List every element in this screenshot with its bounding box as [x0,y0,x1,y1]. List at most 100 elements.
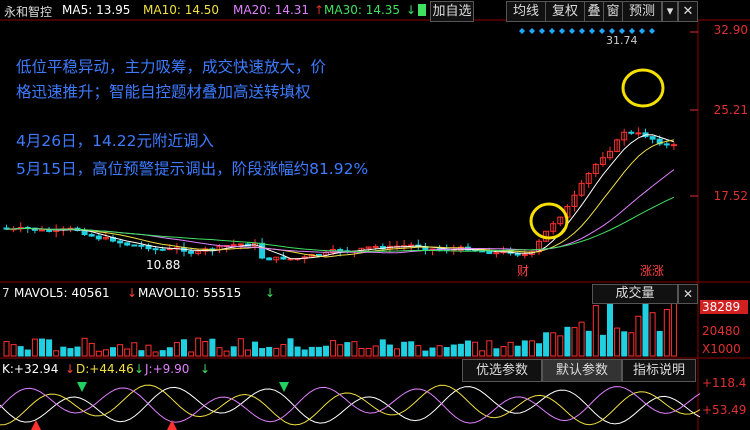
mavol10-label: MAVOL10: 55515 [138,286,242,300]
volume-bar [216,347,223,357]
volume-bar [614,327,621,357]
kdj-sell-arrow-icon [279,382,289,392]
volume-bar [472,341,479,357]
volume-bar [642,302,649,357]
volume-bar [294,346,301,357]
adjust-button[interactable]: 复权 [545,1,585,22]
close-icon[interactable]: ✕ [678,1,698,22]
candle-body [46,229,53,232]
kdj-j-label: J:+9.90 [145,362,190,376]
volume-bar [287,338,294,357]
top-marker-icon [579,28,585,34]
kdj-d-arrow-icon: ↓ [134,362,145,376]
volume-bar [67,348,74,357]
volume-bar [81,337,88,357]
volume-bar [585,330,592,357]
highlight-circle-high [621,68,665,108]
volume-bar [386,344,393,357]
volume-bar [46,339,53,357]
price-axis-mid-high: 25.21 [713,103,748,117]
volume-bar [408,341,415,357]
volume-bar [145,344,152,357]
volume-bar [209,338,216,357]
tab-default-params[interactable]: 默认参数 [542,359,622,382]
volume-bar [337,344,344,357]
volume-bar [74,346,81,357]
volume-bar [578,321,585,357]
candle-body [365,246,372,249]
volume-bar [592,305,599,357]
candle-body [635,132,642,135]
volume-bar [53,350,60,357]
volume-bar [457,343,464,357]
tab-preferred-params[interactable]: 优选参数 [462,359,542,382]
volume-bar [280,344,287,357]
volume-bar [365,347,372,357]
candle-body [521,253,528,256]
kdj-k-line [0,386,701,425]
volume-bar [195,337,202,357]
volume-bar [323,345,329,357]
add-watchlist-button[interactable]: 加自选 [430,1,474,22]
forecast-button[interactable]: 预测 [622,1,662,22]
top-marker-icon [549,28,555,34]
candle-body [656,138,663,145]
volume-bar [181,339,187,357]
overlay-button[interactable]: 叠 [584,1,604,22]
volume-bar [635,315,642,357]
volume-bar [351,341,358,357]
indicator-select[interactable]: 成交量 [592,284,678,304]
volume-bar [138,350,145,357]
dropdown-icon[interactable]: ▾ [662,1,678,22]
kdj-k-label: K:+32.94 [2,362,59,376]
volume-bar [166,347,173,357]
volume-bar [230,346,237,357]
candle-body [649,136,656,140]
volume-bar [60,346,67,357]
volume-bar [301,349,308,357]
volume-bar [493,348,500,357]
candle-body [273,256,280,261]
candle-body [599,157,606,165]
volume-bar [110,347,116,357]
volume-axis-top: 38289 [702,300,741,314]
window-button[interactable]: 窗 [603,1,623,22]
ma5-line [6,134,675,260]
candle-body [159,248,166,251]
annotation-line-2: 格迅速推升；智能自控题材叠加高送转填权 [16,83,311,101]
candle-body [117,240,124,244]
kdj-d-line [0,384,701,426]
candle-body [607,150,613,159]
volume-bar [17,346,24,357]
volume-bar [607,300,613,357]
volume-bar [379,339,386,357]
volume-bar [429,347,436,357]
volume-bar [188,351,195,357]
top-marker-icon [639,28,645,34]
top-marker-icon [629,28,635,34]
volume-bar [649,312,656,357]
highlight-circle-low [529,202,569,240]
volume-bar [266,346,273,357]
candle-body [131,244,138,247]
indicator-close-icon[interactable]: ✕ [678,284,698,304]
volume-bar [536,343,542,357]
ma10-line [6,139,674,258]
volume-bar [252,341,258,357]
volume-bar [663,308,670,357]
volume-bar [521,340,528,357]
candle-body [621,131,628,141]
volume-bar [39,338,45,357]
ma30-line [6,196,675,252]
tab-indicator-help[interactable]: 指标说明 [622,359,696,382]
ma-button[interactable]: 均线 [506,1,546,22]
volume-bar [543,332,550,357]
volume-bar [244,349,251,357]
kdj-j-line [0,386,701,424]
candle-body [578,182,585,196]
volume-bar [422,350,429,357]
volume-bar [550,332,557,357]
volume-bar [656,330,663,357]
marker-zhang: 涨涨 [640,264,665,278]
